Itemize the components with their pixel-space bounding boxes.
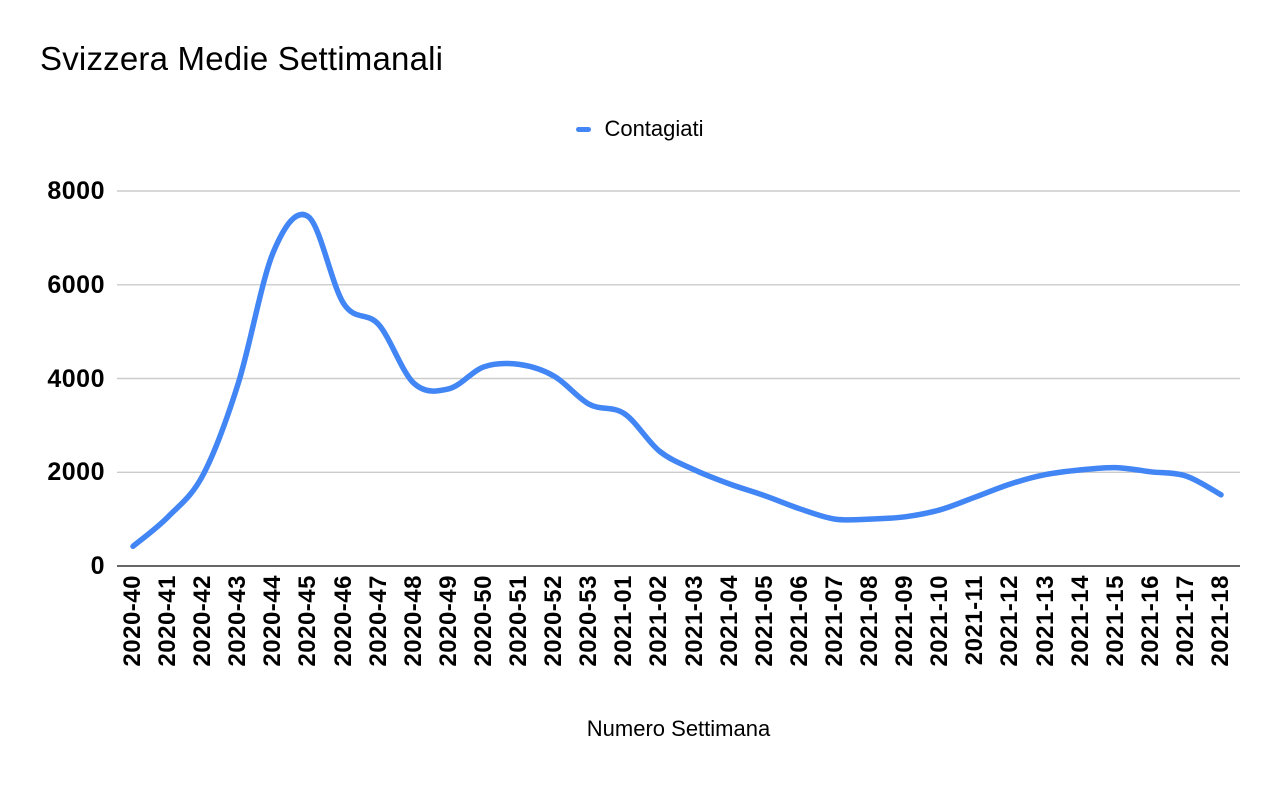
series-line-contagiati — [130, 211, 1224, 550]
x-tick-label: 2021-03 — [681, 575, 708, 667]
x-tick-label: 2021-12 — [996, 575, 1023, 667]
x-tick-label: 2021-04 — [716, 575, 743, 667]
x-axis-title: Numero Settimana — [586, 716, 771, 741]
x-tick-label: 2021-05 — [751, 575, 778, 667]
x-tick-label: 2021-15 — [1102, 575, 1129, 667]
x-tick-label: 2020-42 — [189, 575, 216, 667]
x-tick-label: 2020-44 — [259, 575, 286, 667]
x-tick-label: 2021-09 — [891, 575, 918, 667]
x-tick-label: 2021-18 — [1207, 575, 1234, 667]
x-tick-label: 2020-48 — [400, 575, 427, 667]
chart-title: Svizzera Medie Settimanali — [40, 40, 444, 77]
x-tick-label: 2021-13 — [1032, 575, 1059, 667]
x-tick-label: 2020-47 — [365, 575, 392, 667]
legend-label: Contagiati — [604, 116, 704, 141]
x-tick-label: 2020-49 — [435, 575, 462, 667]
x-tick-label: 2021-16 — [1137, 575, 1164, 667]
x-tick-label: 2020-52 — [540, 575, 567, 667]
x-tick-label: 2021-02 — [645, 575, 672, 667]
y-tick-label: 8000 — [47, 177, 105, 205]
x-tick-label: 2020-43 — [224, 575, 251, 667]
x-tick-label: 2020-51 — [505, 575, 532, 667]
x-tick-label: 2021-06 — [786, 575, 813, 667]
x-tick-label: 2021-08 — [856, 575, 883, 667]
x-tick-label: 2020-46 — [330, 575, 357, 667]
x-tick-label: 2020-41 — [154, 575, 181, 667]
x-tick-label: 2021-07 — [821, 575, 848, 667]
x-tick-label: 2020-50 — [470, 575, 497, 667]
x-tick-label: 2020-53 — [575, 575, 602, 667]
y-tick-label: 2000 — [47, 458, 105, 486]
x-tick-label: 2021-17 — [1172, 575, 1199, 667]
y-tick-label: 4000 — [47, 365, 105, 393]
x-tick-label: 2020-40 — [119, 575, 146, 667]
legend-dash-icon — [576, 126, 592, 132]
y-tick-label: 6000 — [47, 271, 105, 299]
x-tick-label: 2021-10 — [926, 575, 953, 667]
x-tick-label: 2021-14 — [1067, 575, 1094, 667]
x-tick-label: 2021-11 — [961, 575, 988, 666]
legend: Contagiati — [0, 116, 1280, 142]
y-tick-label: 0 — [90, 552, 105, 580]
x-tick-label: 2020-45 — [294, 575, 321, 667]
x-tick-label: 2021-01 — [610, 575, 637, 667]
